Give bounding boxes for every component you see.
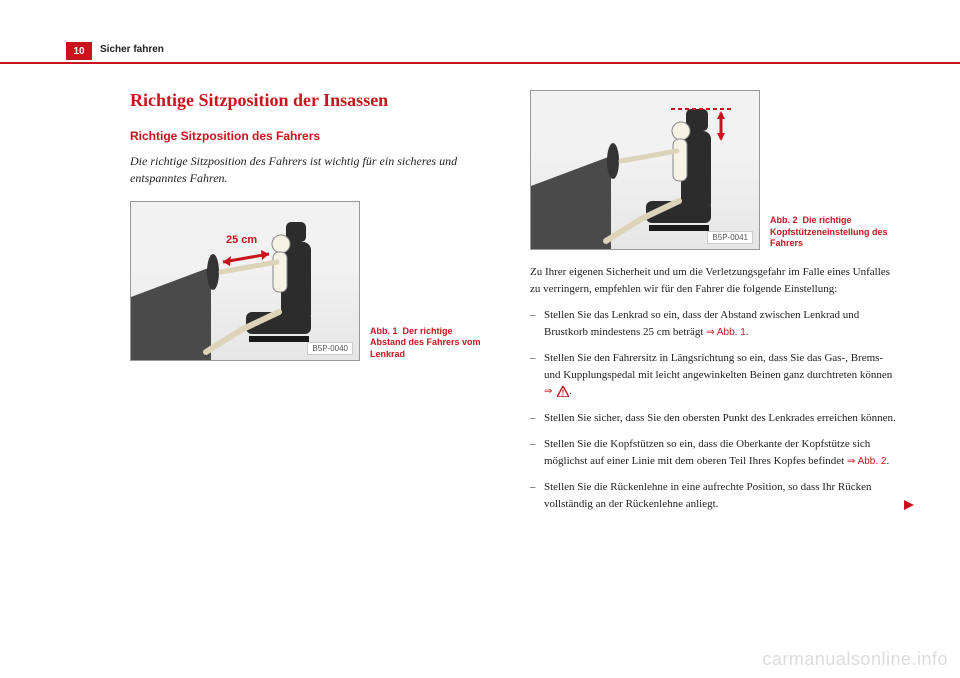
bullet-text: Stellen Sie die Kopfstützen so ein, dass… <box>544 438 870 467</box>
instruction-list: Stellen Sie das Lenkrad so ein, dass der… <box>530 307 900 512</box>
main-title: Richtige Sitzposition der Insassen <box>130 90 500 111</box>
figure-2: B5P-0041 <box>530 90 760 250</box>
bullet-text: Stellen Sie sicher, dass Sie den oberste… <box>544 412 896 424</box>
figure-1-caption-label: Abb. 1 <box>370 326 398 336</box>
ref-arrow: ⇒ <box>544 386 552 397</box>
sub-title: Richtige Sitzposition des Fahrers <box>130 129 500 143</box>
intro-paragraph: Die richtige Sitzposition des Fahrers is… <box>130 153 500 187</box>
figure-1-id: B5P-0040 <box>307 342 353 355</box>
ref-abb1: ⇒ Abb. 1 <box>706 327 746 338</box>
manual-page: 10 Sicher fahren Richtige Sitzposition d… <box>0 0 960 678</box>
warning-icon: ! <box>557 386 569 397</box>
page-number-badge: 10 <box>66 42 92 60</box>
body-paragraph-1: Zu Ihrer eigenen Sicherheit und um die V… <box>530 264 900 297</box>
section-header: Sicher fahren <box>100 44 164 55</box>
figure-2-caption-label: Abb. 2 <box>770 215 798 225</box>
figure-2-row: B5P-0041 Abb. 2 Die richtige Kopfstützen… <box>530 90 900 250</box>
figure-2-id: B5P-0041 <box>707 231 753 244</box>
watermark: carmanualsonline.info <box>762 649 948 670</box>
header-divider <box>0 62 960 64</box>
figure-1-dimension: 25 cm <box>226 234 257 246</box>
figure-1-caption: Abb. 1 Der richtige Abstand des Fahrers … <box>370 326 490 361</box>
right-column: B5P-0041 Abb. 2 Die richtige Kopfstützen… <box>530 90 900 522</box>
list-item: Stellen Sie den Fahrersitz in Längsricht… <box>530 350 900 400</box>
list-item: Stellen Sie sicher, dass Sie den oberste… <box>530 410 900 427</box>
figure-2-drawing <box>531 91 760 250</box>
bullet-text: Stellen Sie den Fahrersitz in Längsricht… <box>544 352 892 381</box>
list-item: Stellen Sie die Kopfstützen so ein, dass… <box>530 436 900 469</box>
list-item: Stellen Sie das Lenkrad so ein, dass der… <box>530 307 900 340</box>
bullet-text: Stellen Sie das Lenkrad so ein, dass der… <box>544 309 859 338</box>
figure-1: 25 cm B5P-0040 <box>130 201 360 361</box>
list-item: Stellen Sie die Rückenlehne in eine aufr… <box>530 479 900 512</box>
svg-text:!: ! <box>562 388 565 397</box>
ref-abb2: ⇒ Abb. 2 <box>847 456 887 467</box>
figure-1-row: 25 cm B5P-0040 Abb. 1 Der richtige Absta… <box>130 201 500 361</box>
left-column: Richtige Sitzposition der Insassen Richt… <box>130 90 500 375</box>
figure-2-caption: Abb. 2 Die richtige Kopfstützeneinstellu… <box>770 215 890 250</box>
bullet-text: Stellen Sie die Rückenlehne in eine aufr… <box>544 481 871 510</box>
continuation-arrow-icon <box>904 500 914 510</box>
figure-1-drawing <box>131 202 360 361</box>
bullet-text-tail: . <box>746 326 749 338</box>
bullet-text-tail: . <box>887 455 890 467</box>
bullet-text-tail: . <box>569 385 572 397</box>
